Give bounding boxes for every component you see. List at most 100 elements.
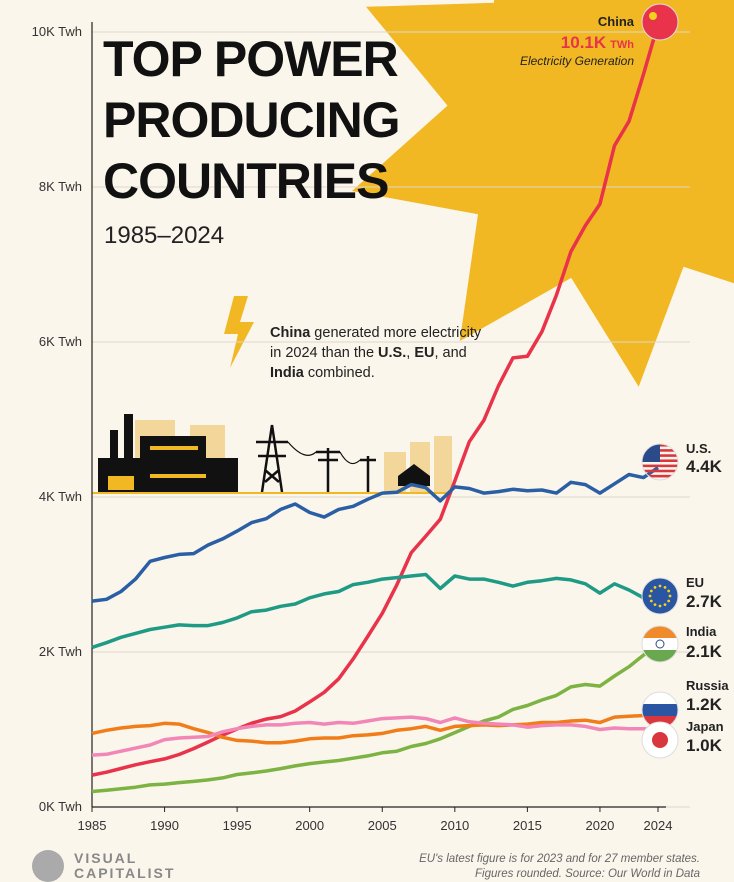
annotation-segment: , [406, 345, 414, 361]
annotation-segment: China [270, 325, 311, 341]
legend-name: India [686, 624, 717, 639]
flag [642, 578, 678, 614]
power-tower-icon [256, 424, 376, 493]
data-label-value: 10.1K [561, 33, 607, 52]
flag-border [641, 625, 679, 663]
brand: VISUAL [74, 850, 137, 866]
annotation-segment: combined. [304, 365, 375, 381]
flag-star [667, 589, 671, 593]
flag-part [642, 638, 678, 650]
flag-part [642, 474, 678, 478]
titles: TOP POWER PRODUCING COUNTRIES 1985–2024 [103, 31, 401, 249]
flag-star [667, 599, 671, 603]
legend-name: Russia [686, 678, 729, 693]
x-tick-label: 2010 [440, 818, 469, 833]
flag-part [642, 4, 678, 40]
y-tick-label: 6K Twh [39, 334, 82, 349]
flag-star [653, 585, 657, 589]
legend-name: China [598, 14, 635, 29]
annotation: China generated more electricity in 2024 … [270, 325, 482, 381]
x-tick-label: 2015 [513, 818, 542, 833]
data-label-unit: TWh [610, 39, 634, 51]
sun [352, 0, 734, 387]
flag-border [641, 577, 679, 615]
annotation-segment: U.S. [378, 345, 406, 361]
flag-part [642, 464, 678, 468]
plot [91, 23, 660, 794]
flag-part [642, 650, 678, 662]
flag-star [663, 585, 667, 589]
city-icon [384, 436, 452, 492]
annotation-text: India combined. [270, 365, 375, 381]
annotation-segment: generated more electricity [310, 325, 482, 341]
flag-part [642, 692, 678, 704]
series-line [91, 645, 659, 794]
flag [642, 626, 678, 662]
y-tick-label: 4K Twh [39, 489, 82, 504]
factory-icon [98, 414, 238, 492]
lightning-icon [224, 296, 254, 368]
data-label: 2.7K [686, 592, 723, 611]
x-tick-label: 1995 [223, 818, 252, 833]
x-tick-label: 2000 [295, 818, 324, 833]
chart-subtitle: 1985–2024 [104, 222, 224, 249]
caption: Electricity Generation [520, 54, 634, 68]
flag-star [663, 603, 667, 607]
series-line [91, 713, 659, 745]
x-tick-label: 2020 [585, 818, 614, 833]
decoration [92, 296, 452, 494]
data-label: 10.1K TWh [561, 33, 634, 52]
flag [642, 722, 678, 758]
series-line [91, 23, 660, 777]
footer-note: EU's latest figure is for 2023 and for 2… [419, 853, 700, 865]
y-tick-label: 2K Twh [39, 644, 82, 659]
annotation-text: in 2024 than the U.S., EU, and [270, 345, 467, 361]
flag-star [658, 604, 662, 608]
brand-logo [32, 850, 64, 882]
series-line [91, 715, 659, 757]
flag-sun [652, 732, 668, 748]
grid: 0K Twh 2K Twh 4K Twh 6K Twh 8K Twh 10K Twh 198… [32, 22, 690, 833]
flag-star [649, 12, 657, 20]
flag [642, 4, 678, 40]
series-line [91, 572, 645, 650]
flag-wheel [655, 639, 665, 649]
x-tick-label: 1990 [150, 818, 179, 833]
annotation-segment: EU [414, 345, 434, 361]
annotation-text: China generated more electricity [270, 325, 482, 341]
flag-star [653, 603, 657, 607]
data-label: 1.0K [686, 736, 723, 755]
brand: CAPITALIST [74, 865, 175, 881]
flag-border [641, 721, 679, 759]
background [352, 0, 734, 387]
flag-part [642, 704, 678, 716]
flag-star [658, 584, 662, 588]
annotation-segment: India [270, 365, 305, 381]
x-tick-label: 2024 [644, 818, 673, 833]
flag-part [642, 578, 678, 614]
series-line [91, 466, 659, 603]
x-tick-label: 2005 [368, 818, 397, 833]
y-tick-label: 0K Twh [39, 799, 82, 814]
legend-name: U.S. [686, 441, 711, 456]
end-labels: China 10.1K TWh Electricity Generation U.S.4… [520, 3, 729, 759]
legend-name: Japan [686, 719, 724, 734]
flag-part [642, 469, 678, 473]
chart-title: COUNTRIES [103, 153, 388, 209]
footer: VISUAL CAPITALIST EU's latest figure is … [32, 850, 700, 882]
data-label: 4.4K [686, 457, 723, 476]
chart-title: PRODUCING [103, 92, 400, 148]
flag-border [641, 3, 679, 41]
y-tick-label: 10K Twh [32, 24, 82, 39]
flag-star [649, 589, 653, 593]
x-tick-label: 1985 [78, 818, 107, 833]
footer-note: Figures rounded. Source: Our World in Da… [475, 868, 700, 880]
flag-star [648, 594, 652, 598]
legend-name: EU [686, 575, 704, 590]
annotation-segment: in 2024 than the [270, 345, 378, 361]
flag-star [668, 594, 672, 598]
chart-title: TOP POWER [103, 31, 399, 87]
data-label: 1.2K [686, 695, 723, 714]
flag-part [642, 626, 678, 638]
